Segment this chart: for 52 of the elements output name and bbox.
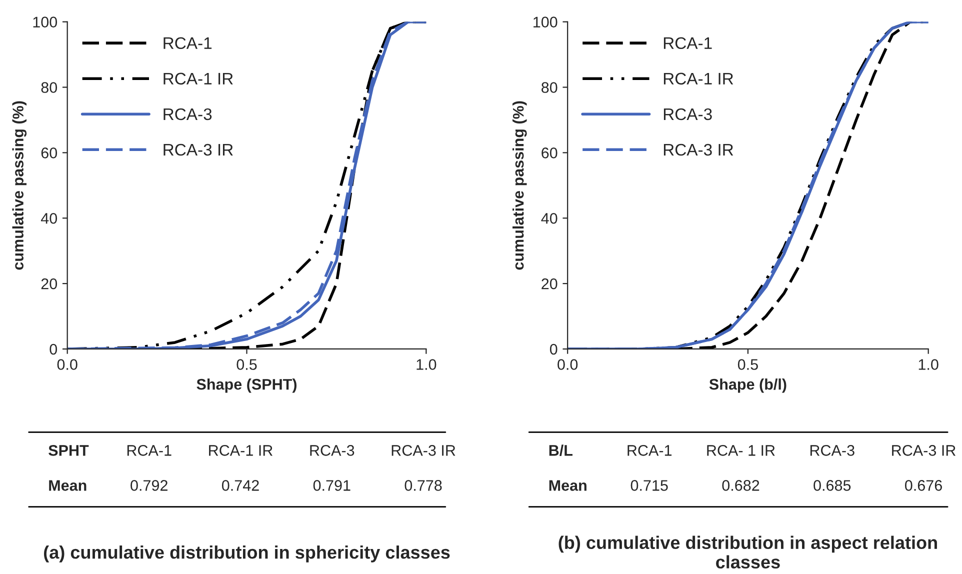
text: RCA- 1 IR [707, 445, 775, 456]
text: RCA-1 IR [209, 445, 272, 456]
text: 0.792 [130, 480, 168, 491]
text: Mean [549, 480, 586, 491]
text: RCA-1 [127, 445, 172, 456]
text: RCA-3 [810, 445, 854, 456]
text: 0.778 [404, 480, 442, 491]
y-tick-label: 100 [33, 16, 58, 28]
x-tick-label: 0.5 [738, 359, 758, 370]
legend-label: RCA-1 [164, 37, 212, 50]
text: RCA-3 IR [892, 445, 956, 456]
text: 0.682 [722, 480, 760, 491]
text: RCA-1 [628, 445, 672, 456]
y-tick-label: 20 [542, 278, 558, 290]
text: 0.791 [313, 480, 350, 491]
text: (a) cumulative distribution in sphericity classes [44, 545, 450, 562]
y-axis-title: cumulative passing (%) [512, 101, 527, 270]
text: (b) cumulative distribution in aspect relation classes [558, 536, 937, 568]
text: 0.685 [814, 480, 851, 491]
text: SPHT [48, 445, 89, 456]
x-axis-title: Shape (b/l) [709, 378, 786, 393]
y-axis-title: cumulative passing (%) [12, 101, 27, 270]
text: RCA-3 [310, 445, 354, 456]
text: Mean [49, 480, 86, 491]
text: 0.742 [222, 480, 259, 491]
text: 0.715 [630, 480, 668, 491]
legend-label: RCA-1 IR [164, 72, 233, 85]
text: 0.676 [905, 480, 942, 491]
y-tick-label: 80 [41, 82, 58, 93]
legend-label: RCA-1 IR [664, 72, 734, 85]
legend-label: RCA-3 [164, 108, 212, 120]
x-tick-label: 0.5 [236, 359, 257, 370]
x-tick-label: 1.0 [416, 359, 436, 370]
x-tick-label: 0.0 [57, 359, 78, 370]
legend-label: RCA-1 [664, 37, 712, 50]
y-tick-label: 100 [534, 16, 558, 28]
x-tick-label: 1.0 [918, 359, 938, 370]
x-axis-title: Shape (SPHT) [196, 378, 296, 393]
legend-label: RCA-3 [664, 108, 712, 120]
y-tick-label: 0 [550, 344, 558, 355]
y-tick-label: 0 [50, 344, 58, 355]
text: RCA-3 IR [392, 445, 456, 456]
y-tick-label: 20 [41, 278, 58, 290]
y-tick-label: 60 [542, 148, 558, 158]
y-tick-label: 80 [542, 82, 558, 93]
y-tick-label: 40 [541, 212, 558, 224]
text: B/L [549, 444, 572, 456]
legend-label: RCA-3 IR [664, 144, 734, 156]
legend-label: RCA-3 IR [164, 144, 233, 156]
y-tick-label: 60 [41, 148, 58, 158]
y-tick-label: 40 [40, 212, 58, 224]
x-tick-label: 0.0 [558, 359, 578, 370]
